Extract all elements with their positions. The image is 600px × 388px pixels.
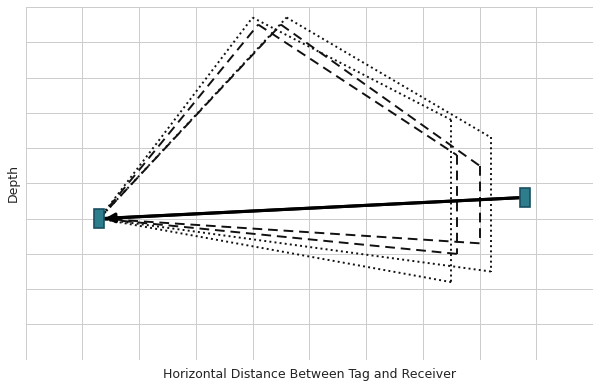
FancyBboxPatch shape xyxy=(520,188,530,207)
FancyBboxPatch shape xyxy=(94,209,104,228)
Bar xyxy=(26,360,593,388)
X-axis label: Horizontal Distance Between Tag and Receiver: Horizontal Distance Between Tag and Rece… xyxy=(163,368,456,381)
Y-axis label: Depth: Depth xyxy=(7,165,20,202)
